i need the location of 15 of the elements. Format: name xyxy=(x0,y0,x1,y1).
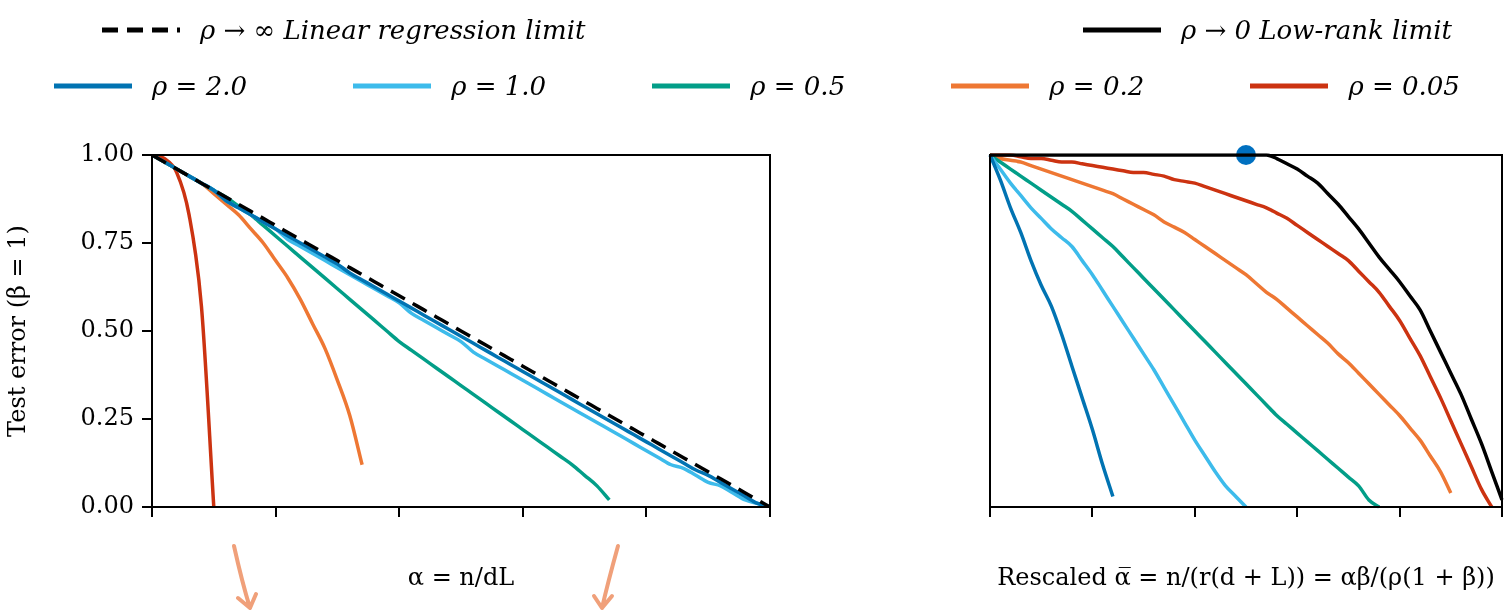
legend-label: ρ = 1.0 xyxy=(451,71,547,101)
y-tick-label: 0.25 xyxy=(80,403,134,432)
x-axis-title: Rescaled α̅ = n/(r(d + L)) = αβ/(ρ(1 + β)) xyxy=(997,562,1495,591)
y-tick-label: 1.00 xyxy=(80,139,134,168)
y-tick-label: 0.50 xyxy=(80,315,134,344)
legend-label: ρ = 0.2 xyxy=(1049,71,1145,101)
legend-label: ρ = 0.05 xyxy=(1348,71,1460,101)
x-axis-title: α = n/dL xyxy=(407,562,515,591)
y-tick-label: 0.75 xyxy=(80,227,134,256)
y-tick-label: 0.00 xyxy=(80,491,134,520)
legend-label: ρ → 0 Low-rank limit xyxy=(1180,15,1452,45)
legend-label: ρ = 2.0 xyxy=(152,71,248,101)
y-axis-title: Test error (β = 1) xyxy=(2,225,31,437)
legend-label: ρ = 0.5 xyxy=(750,71,846,101)
legend-label: ρ → ∞ Linear regression limit xyxy=(200,15,586,45)
